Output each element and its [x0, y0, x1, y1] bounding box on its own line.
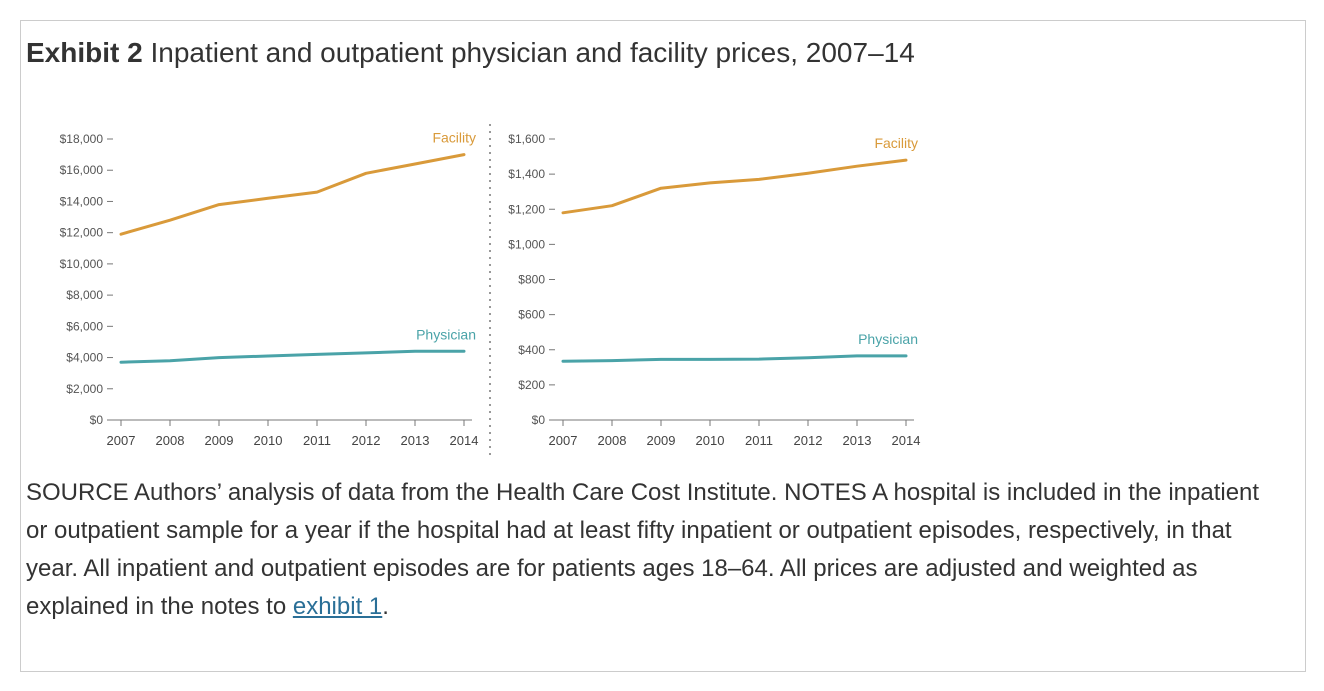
exhibit-title-text: Inpatient and outpatient physician and f… — [150, 37, 915, 68]
inpatient-y-tick-label: $10,000 — [60, 257, 104, 271]
inpatient-x-tick-label: 2009 — [205, 433, 234, 448]
outpatient-x-tick-label: 2009 — [647, 433, 676, 448]
source-text: SOURCE Authors’ analysis of data from th… — [26, 479, 1260, 620]
outpatient-physician-label: Physician — [858, 331, 918, 347]
source-end: . — [382, 593, 389, 620]
inpatient-facility-label: Facility — [432, 130, 476, 146]
inpatient-x-tick-label: 2014 — [450, 433, 479, 448]
inpatient-y-tick-label: $12,000 — [60, 226, 104, 240]
inpatient-physician-line — [119, 349, 466, 364]
inpatient-y-tick-label: $4,000 — [66, 351, 103, 365]
exhibit-title: Exhibit 2 Inpatient and outpatient physi… — [26, 36, 915, 70]
inpatient-y-tick-label: $18,000 — [60, 132, 104, 146]
outpatient-x-tick-label: 2012 — [794, 433, 823, 448]
outpatient-x-tick-label: 2011 — [745, 433, 773, 448]
inpatient-x-tick-label: 2008 — [156, 433, 185, 448]
outpatient-y-tick-label: $1,200 — [508, 202, 545, 216]
inpatient-facility-line — [119, 153, 466, 236]
price-charts: $0 $2,000 $4,000 $6,000 $8,000 $10,000 $12,000… — [60, 124, 921, 457]
outpatient-x-tick-label: 2008 — [598, 433, 627, 448]
outpatient-y-tick-label: $800 — [518, 273, 545, 287]
inpatient-x-tick-label: 2007 — [107, 433, 136, 448]
outpatient-y-tick-label: $1,400 — [508, 167, 545, 181]
outpatient-physician-line — [561, 354, 908, 363]
inpatient-y-tick-label: $6,000 — [66, 319, 103, 333]
inpatient-physician-label: Physician — [416, 326, 476, 342]
inpatient-x-tick-label: 2010 — [254, 433, 283, 448]
inpatient-x-tick-label: 2011 — [303, 433, 331, 448]
outpatient-x-tick-label: 2013 — [843, 433, 872, 448]
inpatient-y-tick-label: $8,000 — [66, 288, 103, 302]
outpatient-facility-line — [561, 158, 908, 215]
outpatient-facility-label: Facility — [874, 135, 918, 151]
inpatient-y-tick-label: $14,000 — [60, 194, 104, 208]
outpatient-y-tick-label: $1,000 — [508, 237, 545, 251]
inpatient-x-tick-label: 2012 — [352, 433, 381, 448]
outpatient-y-tick-label: $0 — [532, 413, 546, 427]
outpatient-y-tick-label: $200 — [518, 378, 545, 392]
exhibit-frame — [20, 20, 1306, 672]
inpatient-y-tick-label: $2,000 — [66, 382, 103, 396]
charts-container: $0 $2,000 $4,000 $6,000 $8,000 $10,000 $12,000… — [26, 102, 926, 457]
inpatient-y-tick-label: $16,000 — [60, 163, 104, 177]
inpatient-y-tick-label: $0 — [90, 413, 104, 427]
outpatient-y-tick-label: $600 — [518, 308, 545, 322]
inpatient-x-tick-label: 2013 — [401, 433, 430, 448]
source-note: SOURCE Authors’ analysis of data from th… — [26, 474, 1266, 626]
outpatient-y-tick-label: $400 — [518, 343, 545, 357]
exhibit-label: Exhibit 2 — [26, 37, 143, 68]
outpatient-y-tick-label: $1,600 — [508, 132, 545, 146]
exhibit-1-link[interactable]: exhibit 1 — [292, 593, 383, 620]
outpatient-x-tick-label: 2014 — [892, 433, 921, 448]
outpatient-x-tick-label: 2007 — [549, 433, 578, 448]
outpatient-x-tick-label: 2010 — [696, 433, 725, 448]
